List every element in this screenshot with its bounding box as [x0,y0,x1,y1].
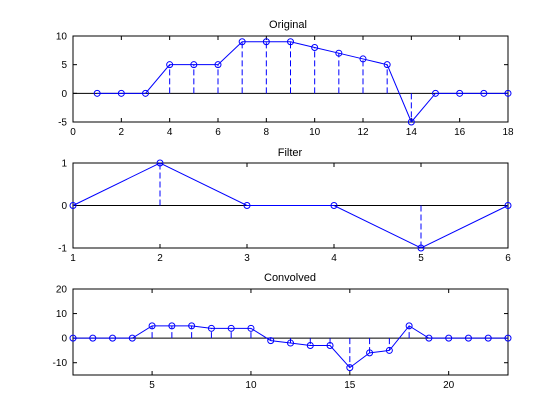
data-point [306,342,314,350]
y-tick-label: 20 [56,285,68,296]
data-point [247,324,255,332]
y-tick-label: 0 [61,201,67,212]
data-point [484,334,492,342]
subplot-convolved: Convolved 5 10 15 20 -10 0 10 20 [53,272,512,391]
x-tick-label: 14 [406,127,418,138]
data-point [109,334,117,342]
data-point [156,159,164,167]
data-point [504,334,512,342]
y-tick-label: -5 [58,118,67,129]
x-tick-label: 15 [344,380,356,391]
y-tick-label: 10 [56,309,68,320]
y-tick-label: 0 [61,334,67,345]
data-point [89,334,97,342]
axes-box [72,288,509,376]
data-point [166,61,174,69]
x-tick-label: 4 [167,127,173,138]
data-point [69,334,77,342]
data-point [227,324,235,332]
y-tick-label: 0 [61,89,67,100]
data-point [93,89,101,97]
y-tick-label: -1 [58,244,67,255]
data-point [405,322,413,330]
data-point [188,322,196,330]
subplot-title: Filter [278,147,303,159]
data-point [417,244,425,252]
subplot-title: Convolved [264,272,316,284]
data-point [385,346,393,354]
data-point [383,61,391,69]
x-tick-label: 6 [505,253,511,264]
series-line [73,325,508,369]
data-point [311,43,319,51]
data-point [445,334,453,342]
x-tick-label: 20 [443,380,455,391]
x-tick-label: 5 [418,253,424,264]
y-tick-label: 1 [61,159,67,170]
x-tick-label: 10 [245,380,257,391]
x-tick-label: 16 [454,127,466,138]
x-tick-label: 6 [215,127,221,138]
y-tick-label: -10 [53,358,68,369]
data-point [346,364,354,372]
x-tick-label: 0 [70,127,76,138]
x-tick-label: 2 [119,127,125,138]
data-point [69,202,77,209]
data-point [267,337,275,345]
x-tick-label: 18 [502,127,514,138]
data-point [168,322,176,330]
subplot-title: Original [269,19,307,31]
data-point [464,334,472,342]
data-point [330,202,338,209]
data-point [287,339,294,347]
x-tick-label: 5 [149,380,155,391]
data-point [456,89,464,97]
series-line [72,162,509,249]
data-point [128,334,136,342]
data-point [238,38,246,46]
x-tick-label: 4 [331,253,337,264]
data-point [359,55,367,63]
data-point [425,334,433,342]
data-point [366,349,374,357]
data-point [480,89,488,97]
x-tick-label: 10 [309,127,321,138]
data-point [190,61,198,69]
x-tick-label: 2 [157,253,163,264]
data-point [214,61,222,69]
data-point [207,324,215,332]
data-point [262,38,270,46]
data-point [326,342,334,350]
series-line [97,41,508,123]
data-point [117,89,125,97]
y-tick-label: 5 [61,60,67,71]
data-point [504,202,512,209]
x-tick-label: 3 [244,253,250,264]
data-point [142,89,149,97]
data-point [148,322,156,330]
x-tick-label: 1 [70,253,76,264]
x-tick-label: 8 [264,127,270,138]
subplot-filter: Filter 1 2 3 4 5 6 -1 0 1 [58,147,512,264]
data-point [287,38,294,46]
y-tick-label: 10 [56,32,68,43]
data-point [243,202,251,209]
data-point [407,118,415,126]
data-point [335,49,343,57]
x-tick-label: 12 [357,127,369,138]
data-point [432,89,439,97]
data-point [504,89,512,97]
